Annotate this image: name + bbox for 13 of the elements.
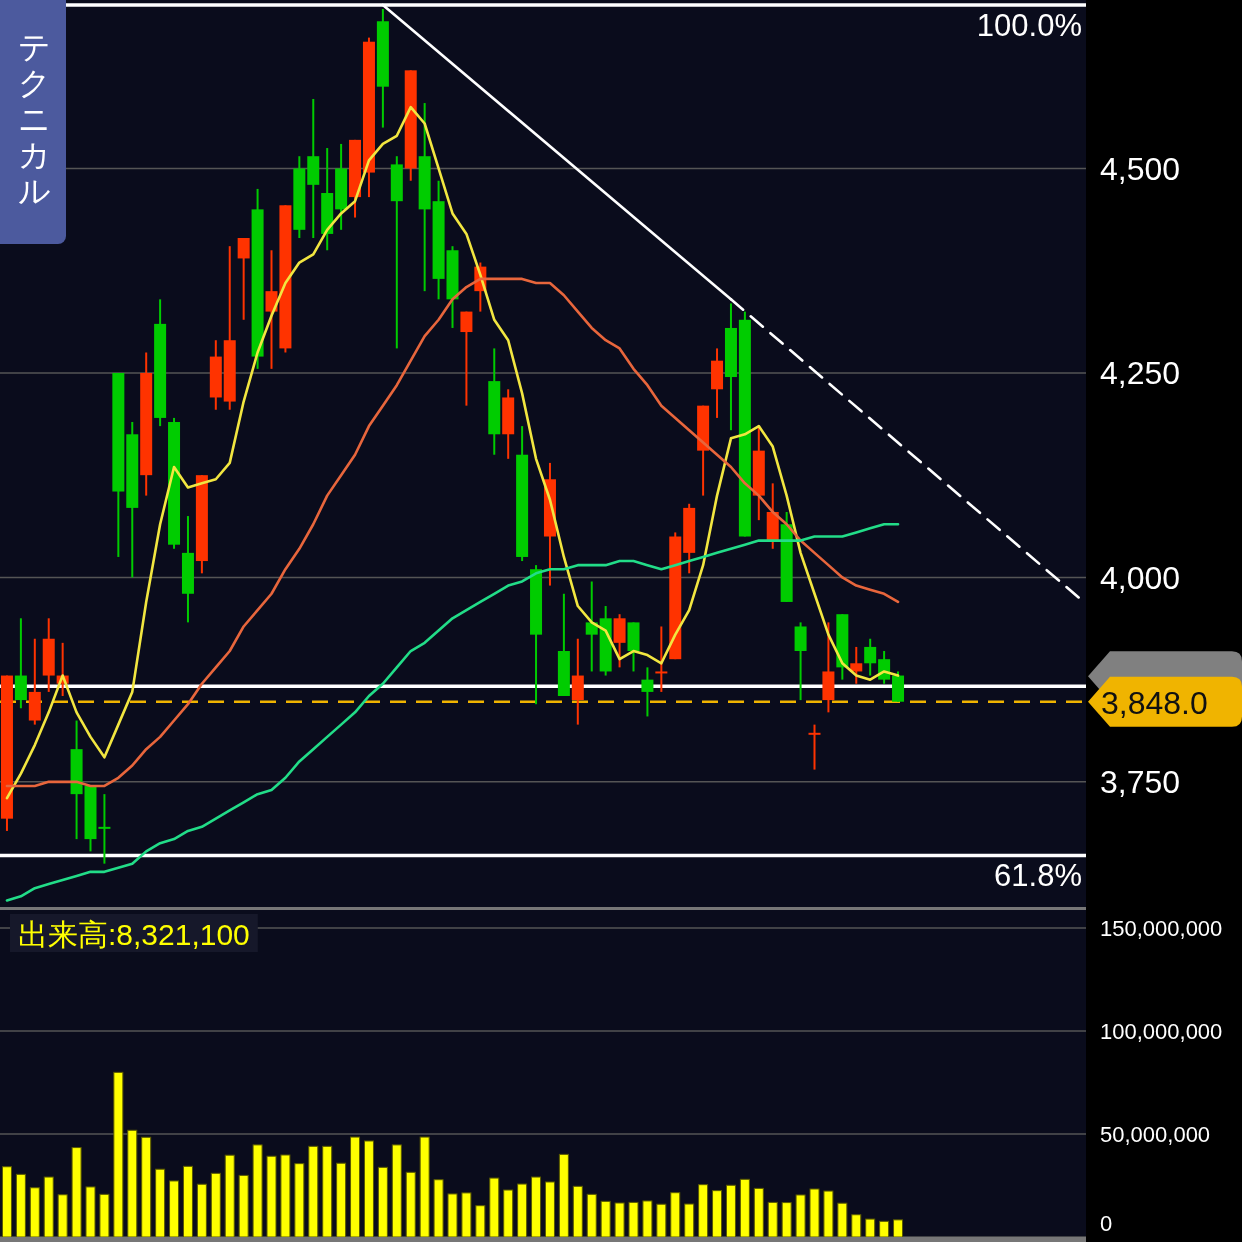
y-tick-label: 3,750	[1100, 764, 1181, 801]
annotation: 100.0%	[976, 7, 1082, 43]
annotation: 61.8%	[994, 858, 1082, 894]
y-tick-label: 4,000	[1100, 559, 1181, 596]
ref-line-label: 3,848.0	[1101, 684, 1208, 721]
y-tick-label: 4,250	[1100, 355, 1181, 392]
y-tick-label: 0	[1100, 1211, 1113, 1236]
annotation: テクニカル	[17, 29, 51, 209]
chart-title: 出来高:8,321,100	[18, 918, 250, 951]
y-tick-label: 4,500	[1100, 151, 1181, 187]
y-tick-label: 100,000,000	[1100, 1018, 1223, 1044]
y-tick-label: 50,000,000	[1100, 1121, 1211, 1147]
y-tick-label: 150,000,000	[1100, 915, 1223, 941]
